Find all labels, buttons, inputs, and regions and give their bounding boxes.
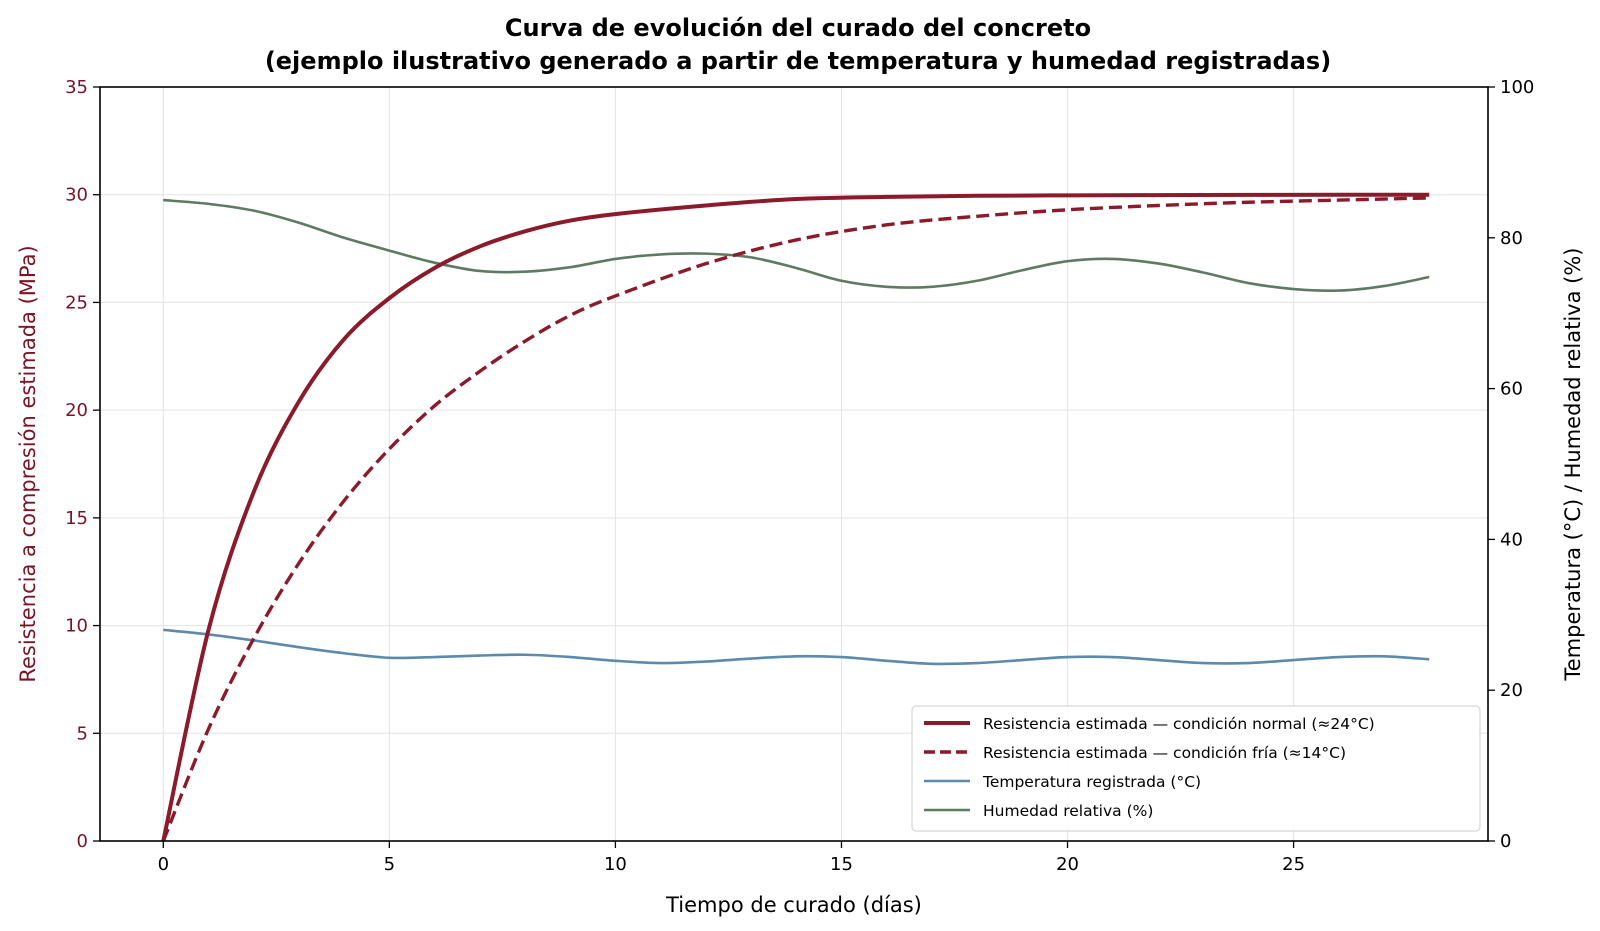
y-right-tick-label: 20 xyxy=(1500,680,1523,701)
x-tick-label: 25 xyxy=(1282,854,1305,875)
axis-layer: 0 5 10 15 20 25 0 5 10 15 20 25 30 35 0 20 40 60 80 100 xyxy=(65,77,1534,875)
y-left-tick-label: 0 xyxy=(77,831,88,852)
x-tick-label: 5 xyxy=(384,854,395,875)
y-left-tick-label: 35 xyxy=(65,77,88,98)
series-line-2 xyxy=(163,628,1430,666)
legend-label-1: Resistencia estimada — condición fría (≈… xyxy=(983,744,1346,762)
x-axis-label: Tiempo de curado (días) xyxy=(665,893,922,917)
chart-title-line-2: (ejemplo ilustrativo generado a partir d… xyxy=(265,47,1331,75)
y-right-tick-label: 40 xyxy=(1500,529,1523,550)
chart-title-line-1: Curva de evolución del curado del concre… xyxy=(505,14,1091,42)
x-tick-label: 10 xyxy=(604,854,627,875)
x-tick-label: 20 xyxy=(1056,854,1079,875)
y-left-tick-label: 20 xyxy=(65,400,88,421)
plot-frame xyxy=(99,86,1489,842)
legend-label-2: Temperatura registrada (°C) xyxy=(982,773,1201,791)
series-line-0 xyxy=(161,192,1430,842)
y-axis-right-label: Temperatura (°C) / Humedad relativa (%) xyxy=(1561,248,1585,682)
y-right-tick-label: 80 xyxy=(1500,228,1523,249)
series-line-1 xyxy=(161,196,1430,842)
y-left-tick-label: 5 xyxy=(77,723,88,744)
y-right-tick-label: 60 xyxy=(1500,379,1523,400)
series-layer xyxy=(161,192,1430,842)
y-left-tick-label: 15 xyxy=(65,508,88,529)
y-left-tick-label: 10 xyxy=(65,616,88,637)
y-right-tick-label: 100 xyxy=(1500,77,1534,98)
y-left-tick-label: 25 xyxy=(65,292,88,313)
y-left-tick-label: 30 xyxy=(65,185,88,206)
legend: Resistencia estimada — condición normal … xyxy=(911,705,1481,832)
x-tick-label: 15 xyxy=(830,854,853,875)
series-line-3 xyxy=(163,198,1430,293)
y-right-tick-label: 0 xyxy=(1500,831,1511,852)
legend-label-3: Humedad relativa (%) xyxy=(983,802,1153,820)
x-tick-label: 0 xyxy=(158,854,169,875)
legend-box xyxy=(911,705,1481,832)
y-axis-left-label: Resistencia a compresión estimada (MPa) xyxy=(16,245,40,682)
legend-label-0: Resistencia estimada — condición normal … xyxy=(983,715,1375,733)
